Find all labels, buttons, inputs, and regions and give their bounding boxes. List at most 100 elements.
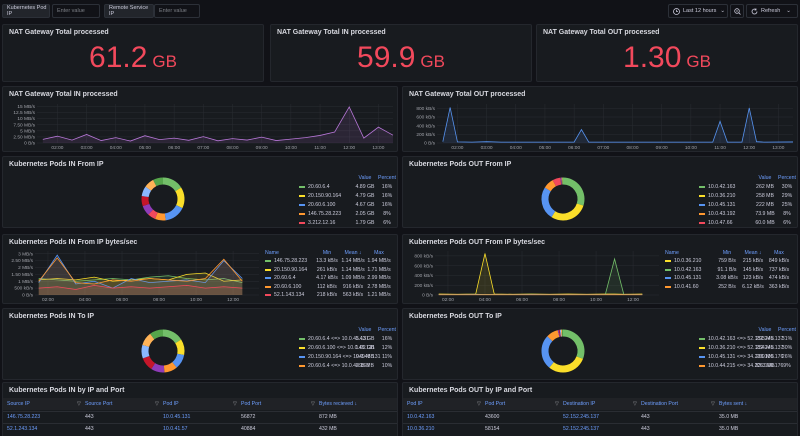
legend-percent: 30% bbox=[781, 345, 793, 351]
donut-rest bbox=[145, 179, 157, 191]
legend-percent: 16% bbox=[381, 202, 393, 208]
x-tick-label: 11:00 bbox=[314, 145, 326, 151]
legend-min: 261 kB/s bbox=[316, 266, 338, 273]
donut-slice bbox=[547, 330, 560, 342]
x-tick-label: 02:00 bbox=[42, 297, 54, 303]
table-cell: 58154 bbox=[485, 426, 500, 432]
legend-max: 2.78 MB/s bbox=[367, 283, 391, 290]
donut bbox=[541, 177, 585, 221]
x-tick-label: 02:00 bbox=[451, 145, 463, 151]
panel: Kubernetes Pods IN From IP Value Percent 20… bbox=[2, 156, 398, 228]
legend-swatch bbox=[265, 294, 271, 296]
stat-value: 61.2 GB bbox=[3, 41, 263, 75]
legend-percent: 8% bbox=[383, 211, 391, 217]
x-tick-label: 09:00 bbox=[256, 145, 268, 151]
panel-title: Kubernetes Pods OUT From IP bytes/sec bbox=[409, 239, 546, 246]
x-tick-label: 05:00 bbox=[139, 145, 151, 151]
panel: Kubernetes Pods OUT To IP Value Percent 10.… bbox=[402, 308, 798, 380]
refresh-button[interactable]: Refresh ⌄ bbox=[746, 4, 798, 18]
plot: 0 B/s2.50 MB/s5 MB/s7.50 MB/s10 MB/s12.5… bbox=[13, 104, 394, 151]
series-area bbox=[38, 255, 243, 295]
table-cell: 52.152.245.137 bbox=[563, 414, 600, 420]
legend-value: 1.79 GB bbox=[355, 220, 375, 226]
panel: NAT Gateway Total OUT processed 0 B/s 200 … bbox=[402, 86, 798, 152]
panel-title: Kubernetes Pods IN From IP bytes/sec bbox=[9, 239, 138, 246]
clock-icon bbox=[673, 8, 680, 15]
donut-slice bbox=[562, 177, 585, 206]
donut-slice bbox=[164, 204, 183, 221]
series-line bbox=[42, 106, 394, 142]
series-line bbox=[38, 275, 243, 284]
legend-header: Percent bbox=[378, 327, 396, 333]
table-cell: 56872 bbox=[241, 414, 256, 420]
x-tick-label: 06:00 bbox=[116, 297, 128, 303]
legend-header: Name bbox=[265, 250, 279, 256]
x-tick-label: 03:00 bbox=[81, 145, 93, 151]
x-tick-label: 06:00 bbox=[516, 297, 528, 303]
donut-slice bbox=[551, 203, 584, 221]
legend-max: 1.94 MB/s bbox=[367, 258, 391, 264]
panel: NAT Gateway Total IN processed 59.9 GB bbox=[270, 24, 532, 82]
panel: Kubernetes Pods IN From IP bytes/sec 0 B/… bbox=[2, 234, 398, 304]
legend-percent: 16% bbox=[381, 193, 393, 199]
panel-title: NAT Gateway Total OUT processed bbox=[409, 91, 526, 98]
legend-max: 2.99 MB/s bbox=[367, 275, 391, 281]
y-tick-label: 10 MB/s bbox=[17, 116, 35, 122]
stat-number: 59.9 bbox=[357, 41, 416, 74]
column-header: Destination IP bbox=[563, 401, 596, 407]
legend-value: 949 MB bbox=[356, 354, 374, 360]
x-tick-label: 03:00 bbox=[481, 145, 493, 151]
legend-max: 737 kB/s bbox=[768, 266, 790, 273]
legend-percent: 9% bbox=[783, 363, 791, 369]
legend-value: 1.43 GB bbox=[355, 336, 375, 342]
legend-value: 254 MB bbox=[756, 345, 774, 351]
variable-input[interactable]: Enter value bbox=[154, 4, 200, 18]
series-area bbox=[38, 285, 243, 295]
legend-percent: 11% bbox=[382, 354, 392, 360]
legend-percent: 16% bbox=[381, 184, 393, 190]
panel: NAT Gateway Total OUT processed 1.30 GB bbox=[536, 24, 798, 82]
column-header: Pod IP bbox=[407, 401, 423, 407]
table-cell: 10.0.41.57 bbox=[163, 426, 188, 432]
stat-value: 59.9 GB bbox=[271, 41, 531, 75]
x-tick-label: 12:00 bbox=[627, 297, 639, 303]
legend-name: 10.0.42.163 bbox=[674, 266, 702, 273]
x-tick-label: 08:00 bbox=[227, 145, 239, 151]
x-tick-label: 10:00 bbox=[590, 297, 602, 303]
panel: Kubernetes Pods OUT From IP Value Percent 1… bbox=[402, 156, 798, 228]
donut-rest bbox=[141, 186, 152, 198]
series-area bbox=[438, 258, 643, 295]
donut-rest bbox=[153, 177, 164, 187]
y-tick-label: 2.50 MB/s bbox=[13, 135, 35, 141]
y-tick-label: 200 kB/s bbox=[416, 132, 435, 138]
y-tick-label: 2.50 MB/s bbox=[11, 258, 33, 264]
donut-slice bbox=[148, 209, 158, 219]
table-cell: 872 MB bbox=[319, 414, 337, 420]
stat-value: 1.30 GB bbox=[537, 41, 797, 75]
x-tick-label: 08:00 bbox=[153, 297, 165, 303]
column-filter: ▽ bbox=[555, 401, 559, 407]
legend-header: Percent bbox=[778, 327, 796, 333]
table-cell: 443 bbox=[641, 426, 650, 432]
table-cell: 40884 bbox=[241, 426, 256, 432]
legend-swatch bbox=[665, 277, 671, 279]
column-header: Bytes recieved ↓ bbox=[319, 401, 358, 407]
panel: Kubernetes Pods IN by IP and Port Source … bbox=[2, 382, 398, 436]
legend-value: 895 MB bbox=[356, 363, 374, 369]
time-picker[interactable]: Last 12 hours ⌄ bbox=[668, 4, 728, 18]
legend-header: Value bbox=[358, 175, 372, 181]
panel-title: NAT Gateway Total IN processed bbox=[9, 91, 118, 98]
legend-swatch bbox=[299, 186, 305, 188]
zoom-out[interactable] bbox=[730, 4, 744, 18]
y-tick-label: 0 B/s bbox=[424, 141, 436, 147]
donut-rest bbox=[151, 363, 165, 373]
donut-slice bbox=[175, 339, 185, 356]
refresh-icon bbox=[751, 8, 758, 15]
column-header: Pod IP bbox=[163, 401, 179, 407]
legend-percent: 31% bbox=[781, 336, 793, 342]
legend-swatch bbox=[265, 277, 271, 279]
y-tick-label: 400 kB/s bbox=[416, 123, 435, 129]
legend-header: Value bbox=[758, 175, 772, 181]
variable-input[interactable]: Enter value bbox=[52, 4, 100, 18]
legend-swatch bbox=[265, 260, 271, 262]
